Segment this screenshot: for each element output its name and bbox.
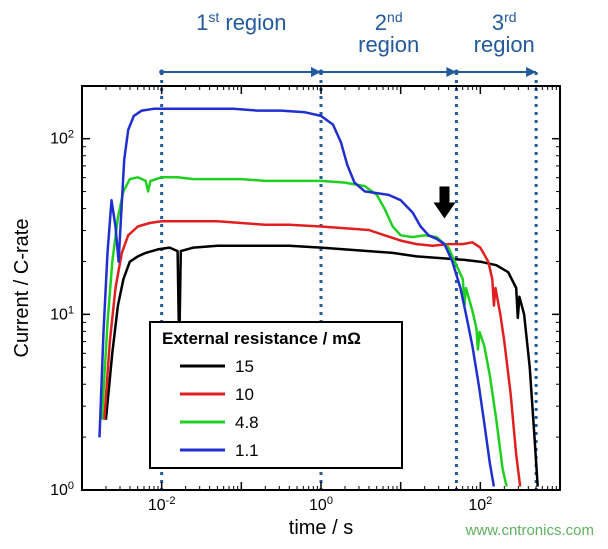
y-axis-label: Current / C-rate (11, 219, 33, 358)
watermark: www.cntronics.com (465, 522, 594, 539)
svg-text:region: region (474, 32, 535, 57)
legend-title: External resistance / mΩ (162, 329, 361, 348)
legend: External resistance / mΩ 15 10 4.8 1.1 (150, 322, 402, 468)
x-axis-label: time / s (289, 517, 353, 539)
chart-svg: 1st region2ndregion3rdregion10-210010210… (0, 0, 608, 549)
chart-container: 1st region2ndregion3rdregion10-210010210… (0, 0, 608, 549)
legend-item-label: 15 (235, 357, 254, 376)
legend-item-label: 1.1 (235, 441, 259, 460)
svg-text:region: region (358, 32, 419, 57)
legend-item-label: 4.8 (235, 413, 259, 432)
legend-item-label: 10 (235, 385, 254, 404)
